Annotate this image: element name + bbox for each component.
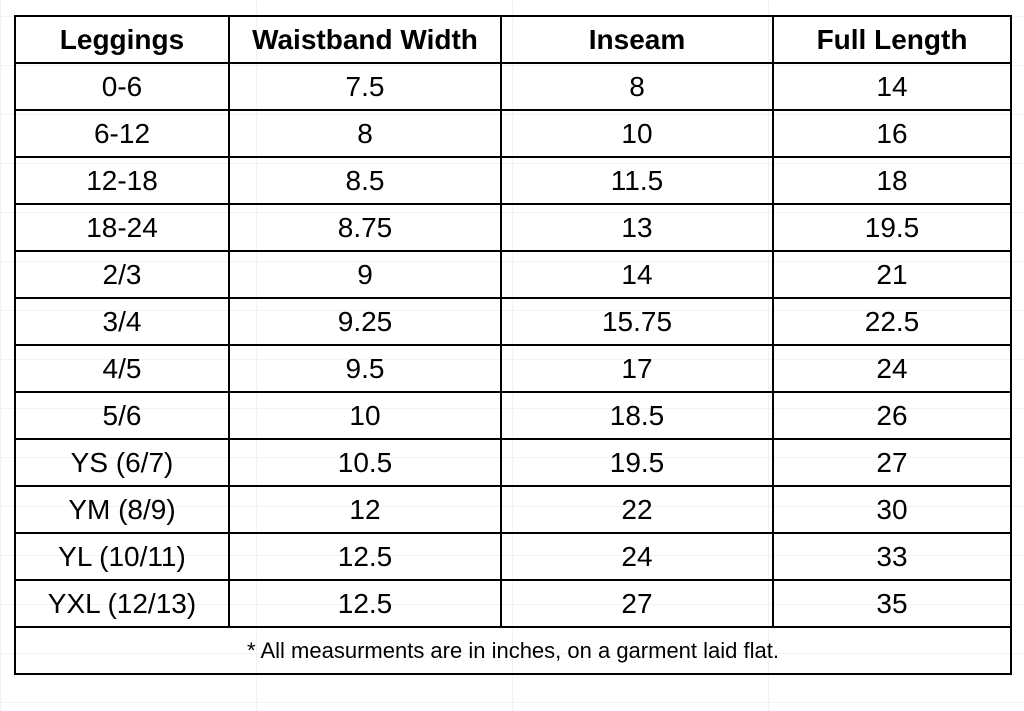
waistband-cell: 10.5 <box>228 438 502 487</box>
waistband-cell: 12 <box>228 485 502 534</box>
table-row: 18-24 8.75 13 19.5 <box>14 203 1012 252</box>
inseam-cell: 17 <box>500 344 774 393</box>
size-cell: 5/6 <box>14 391 230 440</box>
table-row: YXL (12/13) 12.5 27 35 <box>14 579 1012 628</box>
inseam-cell: 10 <box>500 109 774 158</box>
size-cell: 12-18 <box>14 156 230 205</box>
table-row: 3/4 9.25 15.75 22.5 <box>14 297 1012 346</box>
table-row: 6-12 8 10 16 <box>14 109 1012 158</box>
table-row: 4/5 9.5 17 24 <box>14 344 1012 393</box>
size-cell: YXL (12/13) <box>14 579 230 628</box>
full-length-cell: 30 <box>772 485 1012 534</box>
header-inseam: Inseam <box>500 15 774 64</box>
size-cell: YS (6/7) <box>14 438 230 487</box>
inseam-cell: 18.5 <box>500 391 774 440</box>
waistband-cell: 10 <box>228 391 502 440</box>
table-row: 2/3 9 14 21 <box>14 250 1012 299</box>
size-cell: YM (8/9) <box>14 485 230 534</box>
inseam-cell: 19.5 <box>500 438 774 487</box>
size-chart-body: 0-6 7.5 8 14 6-12 8 10 16 12-18 8.5 11.5… <box>14 62 1012 675</box>
size-cell: 0-6 <box>14 62 230 111</box>
inseam-cell: 24 <box>500 532 774 581</box>
inseam-cell: 22 <box>500 485 774 534</box>
header-row: Leggings Waistband Width Inseam Full Len… <box>14 15 1012 64</box>
inseam-cell: 8 <box>500 62 774 111</box>
inseam-cell: 11.5 <box>500 156 774 205</box>
waistband-cell: 12.5 <box>228 532 502 581</box>
waistband-cell: 9.25 <box>228 297 502 346</box>
full-length-cell: 35 <box>772 579 1012 628</box>
full-length-cell: 19.5 <box>772 203 1012 252</box>
size-chart-header: Leggings Waistband Width Inseam Full Len… <box>14 15 1012 64</box>
full-length-cell: 18 <box>772 156 1012 205</box>
leggings-size-chart: Leggings Waistband Width Inseam Full Len… <box>14 15 1012 675</box>
full-length-cell: 21 <box>772 250 1012 299</box>
full-length-cell: 27 <box>772 438 1012 487</box>
waistband-cell: 12.5 <box>228 579 502 628</box>
table-row: 12-18 8.5 11.5 18 <box>14 156 1012 205</box>
header-waistband-width: Waistband Width <box>228 15 502 64</box>
table-row: YL (10/11) 12.5 24 33 <box>14 532 1012 581</box>
full-length-cell: 26 <box>772 391 1012 440</box>
measurement-footnote: * All measurments are in inches, on a ga… <box>14 626 1012 675</box>
table-row: YM (8/9) 12 22 30 <box>14 485 1012 534</box>
size-cell: YL (10/11) <box>14 532 230 581</box>
full-length-cell: 33 <box>772 532 1012 581</box>
table-row: YS (6/7) 10.5 19.5 27 <box>14 438 1012 487</box>
inseam-cell: 13 <box>500 203 774 252</box>
header-full-length: Full Length <box>772 15 1012 64</box>
waistband-cell: 8.75 <box>228 203 502 252</box>
waistband-cell: 9.5 <box>228 344 502 393</box>
full-length-cell: 16 <box>772 109 1012 158</box>
table-row: 0-6 7.5 8 14 <box>14 62 1012 111</box>
size-cell: 3/4 <box>14 297 230 346</box>
waistband-cell: 9 <box>228 250 502 299</box>
full-length-cell: 24 <box>772 344 1012 393</box>
size-cell: 2/3 <box>14 250 230 299</box>
waistband-cell: 8.5 <box>228 156 502 205</box>
header-leggings: Leggings <box>14 15 230 64</box>
size-cell: 4/5 <box>14 344 230 393</box>
size-cell: 6-12 <box>14 109 230 158</box>
inseam-cell: 15.75 <box>500 297 774 346</box>
size-cell: 18-24 <box>14 203 230 252</box>
inseam-cell: 14 <box>500 250 774 299</box>
table-row: 5/6 10 18.5 26 <box>14 391 1012 440</box>
waistband-cell: 8 <box>228 109 502 158</box>
waistband-cell: 7.5 <box>228 62 502 111</box>
full-length-cell: 14 <box>772 62 1012 111</box>
footnote-row: * All measurments are in inches, on a ga… <box>14 626 1012 675</box>
inseam-cell: 27 <box>500 579 774 628</box>
full-length-cell: 22.5 <box>772 297 1012 346</box>
